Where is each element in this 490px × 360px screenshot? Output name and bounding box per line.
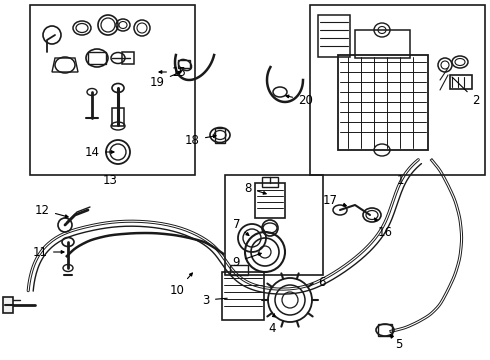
Bar: [255, 183, 285, 218]
Bar: [88, 52, 106, 64]
Text: 13: 13: [102, 174, 118, 186]
Text: 4: 4: [268, 314, 275, 334]
Bar: [30, 5, 195, 175]
Bar: [378, 324, 392, 336]
Text: 19: 19: [150, 71, 181, 89]
Text: 6: 6: [318, 275, 326, 288]
Text: 1: 1: [396, 174, 404, 186]
Bar: [318, 15, 350, 57]
Text: 12: 12: [35, 203, 68, 217]
Bar: [112, 108, 124, 126]
Text: 5: 5: [391, 335, 402, 351]
Text: 18: 18: [185, 134, 216, 147]
Bar: [450, 75, 472, 89]
Text: 7: 7: [232, 219, 249, 235]
Text: 3: 3: [203, 293, 227, 306]
Bar: [230, 265, 248, 275]
Bar: [355, 30, 410, 58]
Text: 8: 8: [245, 181, 266, 194]
Text: 15: 15: [159, 66, 187, 78]
Text: 17: 17: [323, 194, 346, 207]
Text: 14: 14: [85, 145, 114, 158]
Text: 16: 16: [374, 218, 393, 238]
Bar: [3, 297, 13, 313]
Bar: [338, 55, 428, 150]
Text: 11: 11: [33, 246, 64, 258]
Bar: [262, 177, 278, 187]
Text: 10: 10: [170, 273, 193, 297]
Bar: [310, 5, 485, 175]
Bar: [122, 52, 134, 64]
Text: 20: 20: [286, 94, 313, 107]
Bar: [215, 128, 225, 143]
Text: 9: 9: [232, 253, 261, 269]
Bar: [178, 60, 190, 68]
Bar: [222, 272, 264, 320]
Bar: [225, 175, 323, 275]
Text: 2: 2: [452, 77, 480, 107]
